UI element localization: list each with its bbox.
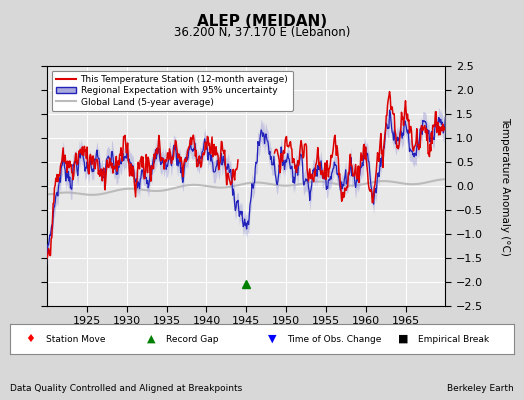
Text: Station Move: Station Move [46, 334, 105, 344]
Text: ALEP (MEIDAN): ALEP (MEIDAN) [197, 14, 327, 29]
Text: ♦: ♦ [26, 334, 36, 344]
Text: ▲: ▲ [147, 334, 156, 344]
Text: 36.200 N, 37.170 E (Lebanon): 36.200 N, 37.170 E (Lebanon) [174, 26, 350, 39]
Text: Empirical Break: Empirical Break [418, 334, 489, 344]
Text: ■: ■ [398, 334, 408, 344]
Legend: This Temperature Station (12-month average), Regional Expectation with 95% uncer: This Temperature Station (12-month avera… [52, 70, 293, 111]
Text: Data Quality Controlled and Aligned at Breakpoints: Data Quality Controlled and Aligned at B… [10, 384, 243, 393]
Text: Record Gap: Record Gap [167, 334, 219, 344]
Y-axis label: Temperature Anomaly (°C): Temperature Anomaly (°C) [499, 116, 510, 256]
Text: ▼: ▼ [268, 334, 276, 344]
Text: Berkeley Earth: Berkeley Earth [447, 384, 514, 393]
Text: Time of Obs. Change: Time of Obs. Change [287, 334, 381, 344]
